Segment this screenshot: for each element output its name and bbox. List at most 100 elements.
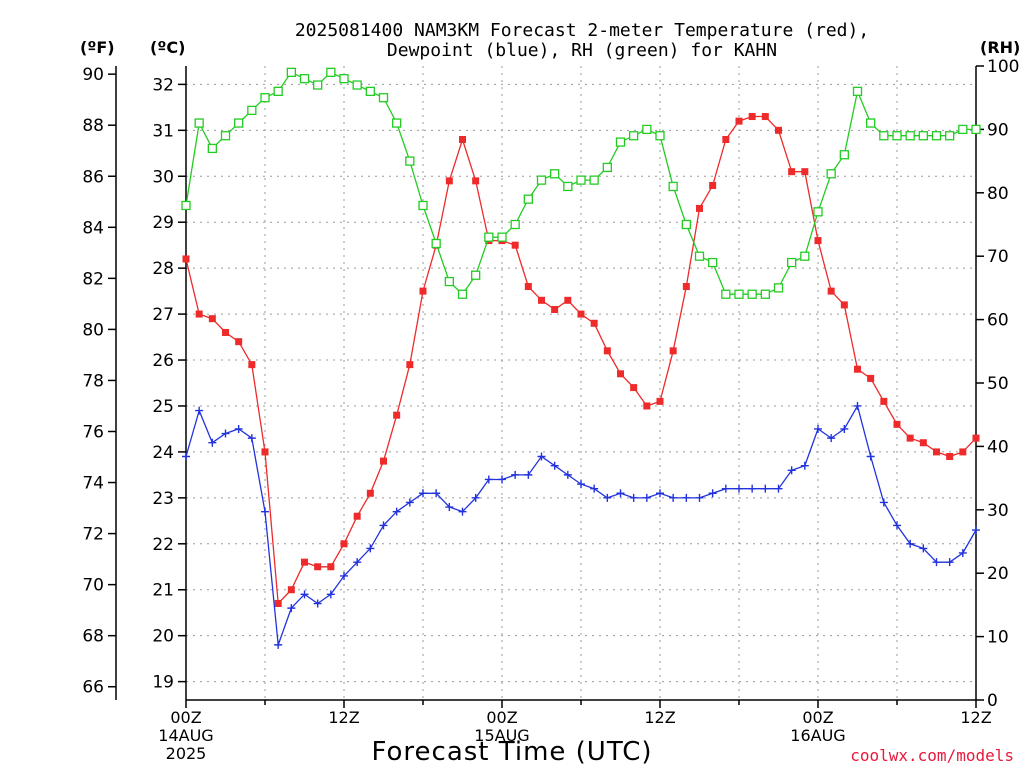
dewpoint-point (247, 434, 256, 443)
dewpoint-point (814, 424, 822, 433)
dewpoint-point (287, 604, 296, 613)
rh-point (220, 131, 231, 141)
dewpoint-point (405, 498, 414, 507)
fahrenheit-tick-label: 80 (82, 320, 104, 340)
temperature-point (814, 237, 822, 245)
temperature-point (182, 255, 190, 263)
dewpoint-point (563, 470, 572, 479)
temperature-point (906, 434, 914, 442)
rh-point (918, 131, 928, 141)
rh-point (273, 86, 283, 97)
rh-point (576, 175, 586, 185)
rh-point (773, 283, 784, 293)
rh-tick-label: 80 (987, 184, 1009, 204)
celsius-tick-label: 28 (152, 259, 174, 279)
temperature-point (366, 489, 374, 497)
temperature-point (459, 136, 466, 144)
fahrenheit-tick-label: 68 (82, 627, 104, 647)
rh-point (813, 207, 823, 217)
rh-tick-label: 20 (987, 564, 1009, 584)
temperature-point (195, 310, 203, 318)
celsius-tick-label: 32 (152, 75, 174, 95)
dewpoint-point (893, 521, 901, 530)
temperature-point (919, 439, 927, 447)
rh-tick-label: 30 (987, 501, 1009, 521)
credit-text: coolwx.com/models (850, 746, 1014, 765)
temperature-point (353, 512, 361, 520)
rh-point (260, 93, 270, 103)
celsius-tick-label: 25 (152, 397, 174, 417)
rh-point (694, 251, 705, 261)
rh-point (484, 232, 494, 242)
temperature-point (603, 347, 611, 355)
dewpoint-point (866, 452, 875, 461)
x-tick-date: 16AUG (790, 726, 845, 745)
dewpoint-point (195, 406, 204, 415)
temperature-point (301, 558, 308, 566)
rh-tick-label: 40 (987, 437, 1009, 457)
dewpoint-point (761, 484, 770, 493)
x-axis-label: Forecast Time (UTC) (371, 737, 652, 767)
rh-point (299, 74, 310, 84)
rh-tick-label: 70 (987, 247, 1009, 267)
temperature-point (696, 204, 703, 212)
temperature-point (709, 181, 717, 189)
x-tick-label: 00Z (170, 708, 201, 727)
dewpoint-point (945, 558, 954, 567)
fahrenheit-tick-label: 88 (82, 116, 104, 136)
rh-point (958, 124, 968, 135)
temperature-point (656, 397, 664, 405)
dewpoint-point (616, 489, 625, 498)
dewpoint-point (682, 493, 691, 502)
dewpoint-point (274, 640, 283, 649)
celsius-tick-label: 29 (152, 213, 174, 233)
temperature-point (208, 315, 216, 323)
dewpoint-point (379, 521, 388, 530)
dewpoint-point (550, 461, 559, 470)
rh-point (365, 86, 375, 97)
unit-fahrenheit: (ºF) (80, 38, 115, 57)
dewpoint-point (537, 452, 546, 461)
dewpoint-point (432, 489, 441, 498)
rh-point (392, 118, 402, 128)
y-tick-labels: 66 68 70 72 74 76 78 80 82 84 86 88 90 19 20 21 22 23 24 25… (82, 57, 1019, 711)
dewpoint-point (471, 493, 480, 502)
temperature-point (840, 301, 848, 309)
temperature-point (380, 457, 387, 465)
temperature-point (827, 287, 835, 295)
fahrenheit-tick-label: 84 (82, 218, 104, 238)
rh-point (471, 270, 481, 280)
data-series (181, 67, 981, 649)
dewpoint-point (524, 470, 533, 479)
temperature-point (748, 113, 756, 121)
temperature-point (406, 361, 414, 369)
temperature-point (222, 328, 229, 336)
rh-tick-label: 0 (987, 691, 998, 711)
temperature-point (274, 600, 282, 608)
dewpoint-point (511, 470, 520, 479)
temperature-point (419, 287, 427, 295)
rh-point (866, 118, 876, 128)
axes (108, 65, 984, 708)
temperature-point (867, 374, 875, 382)
dewpoint-point (366, 544, 375, 553)
x-tick-year: 2025 (166, 744, 207, 763)
temperature-point (340, 540, 348, 548)
temperature-point (722, 136, 730, 144)
dewpoint-point (708, 489, 717, 498)
celsius-tick-label: 24 (152, 443, 174, 463)
rh-point (721, 289, 731, 299)
celsius-tick-label: 27 (152, 305, 174, 325)
temperature-point (682, 283, 690, 291)
temperature-point (630, 384, 638, 392)
dewpoint-point (972, 526, 980, 535)
dewpoint-point (208, 438, 217, 447)
dewpoint-point (958, 548, 967, 557)
dewpoint-point (748, 484, 757, 493)
fahrenheit-tick-label: 82 (82, 269, 104, 289)
fahrenheit-tick-label: 86 (82, 167, 104, 187)
dewpoint-point (787, 466, 796, 475)
temperature-point (445, 177, 453, 185)
